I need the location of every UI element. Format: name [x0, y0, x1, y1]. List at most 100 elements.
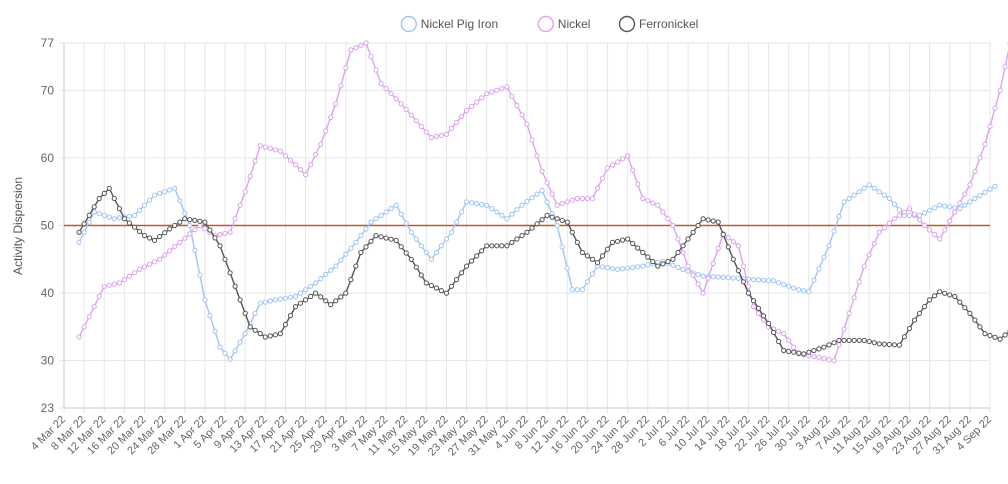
data-point [86, 212, 92, 218]
data-point [388, 206, 394, 212]
data-point [237, 202, 243, 208]
data-point [222, 256, 228, 262]
data-point [277, 148, 283, 154]
data-point [705, 217, 711, 223]
data-point [635, 181, 641, 187]
data-point [947, 204, 953, 210]
data-point [408, 112, 414, 118]
data-point [559, 217, 565, 223]
data-point [569, 287, 575, 293]
data-point [152, 237, 158, 243]
data-point [987, 332, 993, 339]
data-point [303, 287, 309, 293]
data-point [554, 216, 560, 222]
data-point [252, 158, 258, 164]
data-point [715, 219, 721, 225]
data-point [665, 258, 671, 265]
data-point [247, 173, 253, 179]
data-point [740, 279, 747, 285]
data-point [881, 225, 887, 231]
data-point [599, 253, 606, 259]
data-point [801, 351, 807, 357]
data-point [328, 302, 334, 308]
data-point [91, 209, 97, 215]
data-point [111, 195, 117, 202]
data-point [655, 202, 661, 208]
data-point [323, 298, 329, 304]
data-point [534, 153, 540, 159]
data-point [916, 212, 923, 218]
data-point [811, 347, 817, 354]
data-point [544, 212, 550, 218]
data-point [725, 274, 731, 281]
data-point [484, 91, 490, 97]
data-point [554, 202, 560, 208]
data-point [635, 264, 641, 270]
data-point [187, 217, 193, 223]
data-point [826, 243, 832, 249]
data-point [529, 225, 535, 231]
data-point [972, 195, 978, 202]
data-point [343, 65, 349, 71]
data-point [906, 212, 913, 218]
data-point [992, 105, 998, 111]
data-point [705, 275, 711, 281]
data-point [358, 42, 364, 48]
data-point [162, 252, 168, 258]
data-point [232, 216, 238, 222]
data-point [564, 219, 570, 225]
legend-marker [537, 15, 554, 33]
y-tick-label: 23 [41, 401, 55, 415]
data-point [886, 220, 892, 226]
data-point [745, 290, 752, 296]
data-point [947, 218, 953, 224]
data-point [962, 191, 968, 197]
data-point [841, 326, 847, 332]
data-point [297, 290, 304, 296]
data-point [615, 238, 621, 244]
data-point [700, 290, 706, 296]
data-point [957, 206, 963, 212]
data-point [368, 219, 374, 225]
data-point [685, 263, 691, 269]
data-point [313, 151, 319, 158]
data-point [916, 310, 923, 316]
data-point [786, 283, 792, 289]
data-point [715, 245, 721, 252]
data-point [710, 274, 716, 280]
data-point [816, 266, 822, 272]
data-point [252, 310, 258, 316]
data-point [715, 274, 721, 280]
data-point [388, 236, 394, 242]
data-point [418, 272, 424, 278]
data-point [202, 219, 208, 225]
data-point [559, 244, 565, 250]
data-point [464, 199, 470, 205]
data-point [262, 299, 268, 305]
data-point [675, 236, 681, 242]
data-point [615, 159, 621, 165]
data-point [172, 222, 178, 229]
data-point [287, 294, 294, 300]
data-point [76, 239, 82, 245]
data-point [967, 199, 973, 205]
data-point [257, 300, 263, 306]
data-point [282, 295, 288, 301]
data-point [277, 331, 283, 337]
data-point [579, 195, 586, 202]
data-point [287, 313, 294, 319]
data-point [328, 267, 334, 273]
data-point [303, 297, 309, 303]
data-point [801, 288, 807, 294]
data-point [791, 344, 797, 350]
data-point [589, 271, 596, 277]
data-point [891, 216, 898, 222]
data-point [262, 334, 268, 340]
data-point [267, 298, 273, 304]
data-point [448, 125, 455, 131]
data-point [147, 261, 153, 267]
series-line [78, 187, 1008, 355]
data-point [136, 207, 143, 213]
data-point [665, 216, 671, 222]
series-nickel [76, 40, 1008, 364]
